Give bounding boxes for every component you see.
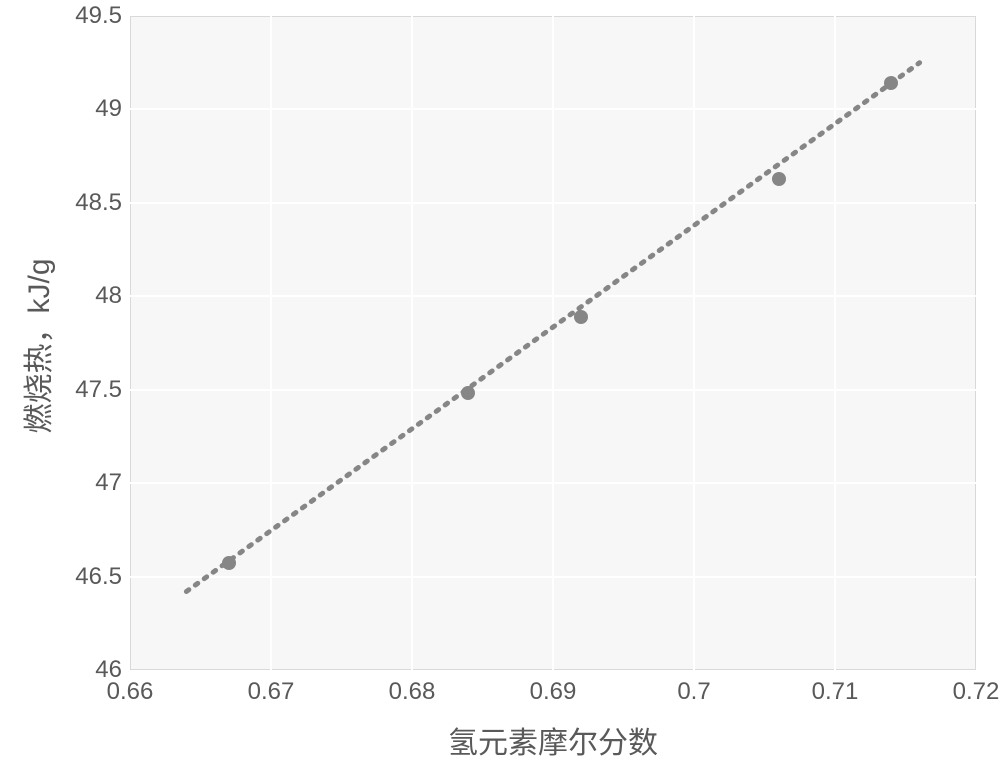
y-tick-label: 48.5 (64, 189, 122, 217)
scatter-chart: 0.660.670.680.690.70.710.724646.54747.54… (0, 0, 1000, 782)
data-point (884, 76, 898, 90)
gridline-horizontal (130, 389, 976, 391)
gridline-vertical (693, 16, 695, 670)
gridline-vertical (411, 16, 413, 670)
gridline-vertical (552, 16, 554, 670)
data-point (461, 386, 475, 400)
y-axis-label: 燃烧热，kJ/g (14, 196, 58, 496)
x-tick-label: 0.68 (389, 678, 436, 706)
gridline-horizontal (130, 108, 976, 110)
gridline-horizontal (130, 576, 976, 578)
data-point (772, 172, 786, 186)
y-tick-label: 46.5 (64, 563, 122, 591)
x-tick-label: 0.71 (812, 678, 859, 706)
gridline-vertical (270, 16, 272, 670)
x-tick-label: 0.67 (248, 678, 295, 706)
y-tick-label: 47.5 (64, 376, 122, 404)
x-axis-label: 氢元素摩尔分数 (403, 718, 703, 762)
gridline-vertical (834, 16, 836, 670)
data-point (222, 556, 236, 570)
gridline-horizontal (130, 202, 976, 204)
y-tick-label: 47 (64, 469, 122, 497)
y-tick-label: 48 (64, 282, 122, 310)
y-tick-label: 49.5 (64, 2, 122, 30)
gridline-horizontal (130, 295, 976, 297)
x-tick-label: 0.7 (677, 678, 710, 706)
x-tick-label: 0.69 (530, 678, 577, 706)
y-tick-label: 49 (64, 95, 122, 123)
y-tick-label: 46 (64, 656, 122, 684)
data-point (574, 310, 588, 324)
gridline-horizontal (130, 482, 976, 484)
x-tick-label: 0.72 (953, 678, 1000, 706)
